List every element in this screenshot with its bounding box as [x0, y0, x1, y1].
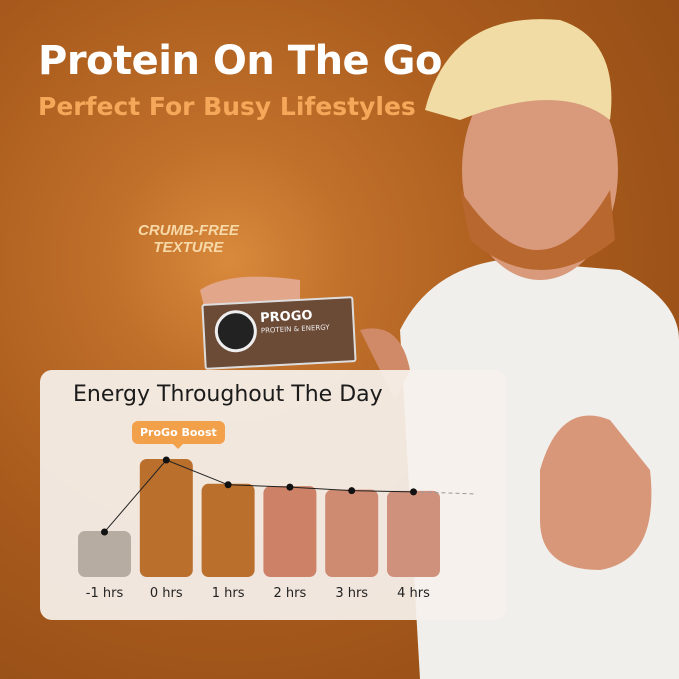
- line-point-3: [286, 483, 294, 491]
- chart-title: Energy Throughout The Day: [73, 382, 383, 407]
- callout-line-2: TEXTURE: [153, 239, 224, 256]
- texture-callout: CRUMB-FREE TEXTURE: [138, 222, 239, 256]
- bar-2: [201, 483, 255, 577]
- bar-5: [387, 490, 440, 577]
- callout-line-1: CRUMB-FREE: [138, 222, 239, 239]
- line-point-4: [348, 487, 356, 495]
- coffee-cup-graphic: [213, 309, 258, 354]
- x-tick-label: 0 hrs: [150, 586, 183, 601]
- x-tick-label: 1 hrs: [212, 586, 245, 601]
- line-point-1: [162, 456, 170, 464]
- bar-1: [139, 459, 193, 577]
- protein-bar-product: PROGO PROTEIN & ENERGY: [201, 296, 357, 370]
- x-tick-label: -1 hrs: [86, 586, 124, 601]
- headline: Protein On The Go: [38, 38, 442, 84]
- energy-line: [104, 459, 414, 533]
- x-tick-label: 2 hrs: [274, 586, 307, 601]
- energy-chart-card: Energy Throughout The Day ProGo Boost -1…: [40, 370, 506, 620]
- progo-boost-label: ProGo Boost: [132, 421, 225, 449]
- trend-extension: [413, 491, 474, 495]
- bar-0: [78, 530, 131, 577]
- bar-4: [325, 489, 379, 577]
- bar-3: [263, 486, 317, 577]
- line-point-2: [224, 481, 232, 489]
- subheadline: Perfect For Busy Lifestyles: [38, 92, 416, 121]
- line-point-5: [410, 488, 417, 496]
- x-tick-label: 3 hrs: [335, 586, 368, 601]
- product-brand: PROGO: [259, 308, 313, 326]
- x-tick-label: 4 hrs: [397, 586, 430, 601]
- bar-chart: -1 hrs 0 hrs 1 hrs 2 hrs 3 hrs 4 hrs: [78, 456, 474, 601]
- line-point-0: [101, 528, 108, 536]
